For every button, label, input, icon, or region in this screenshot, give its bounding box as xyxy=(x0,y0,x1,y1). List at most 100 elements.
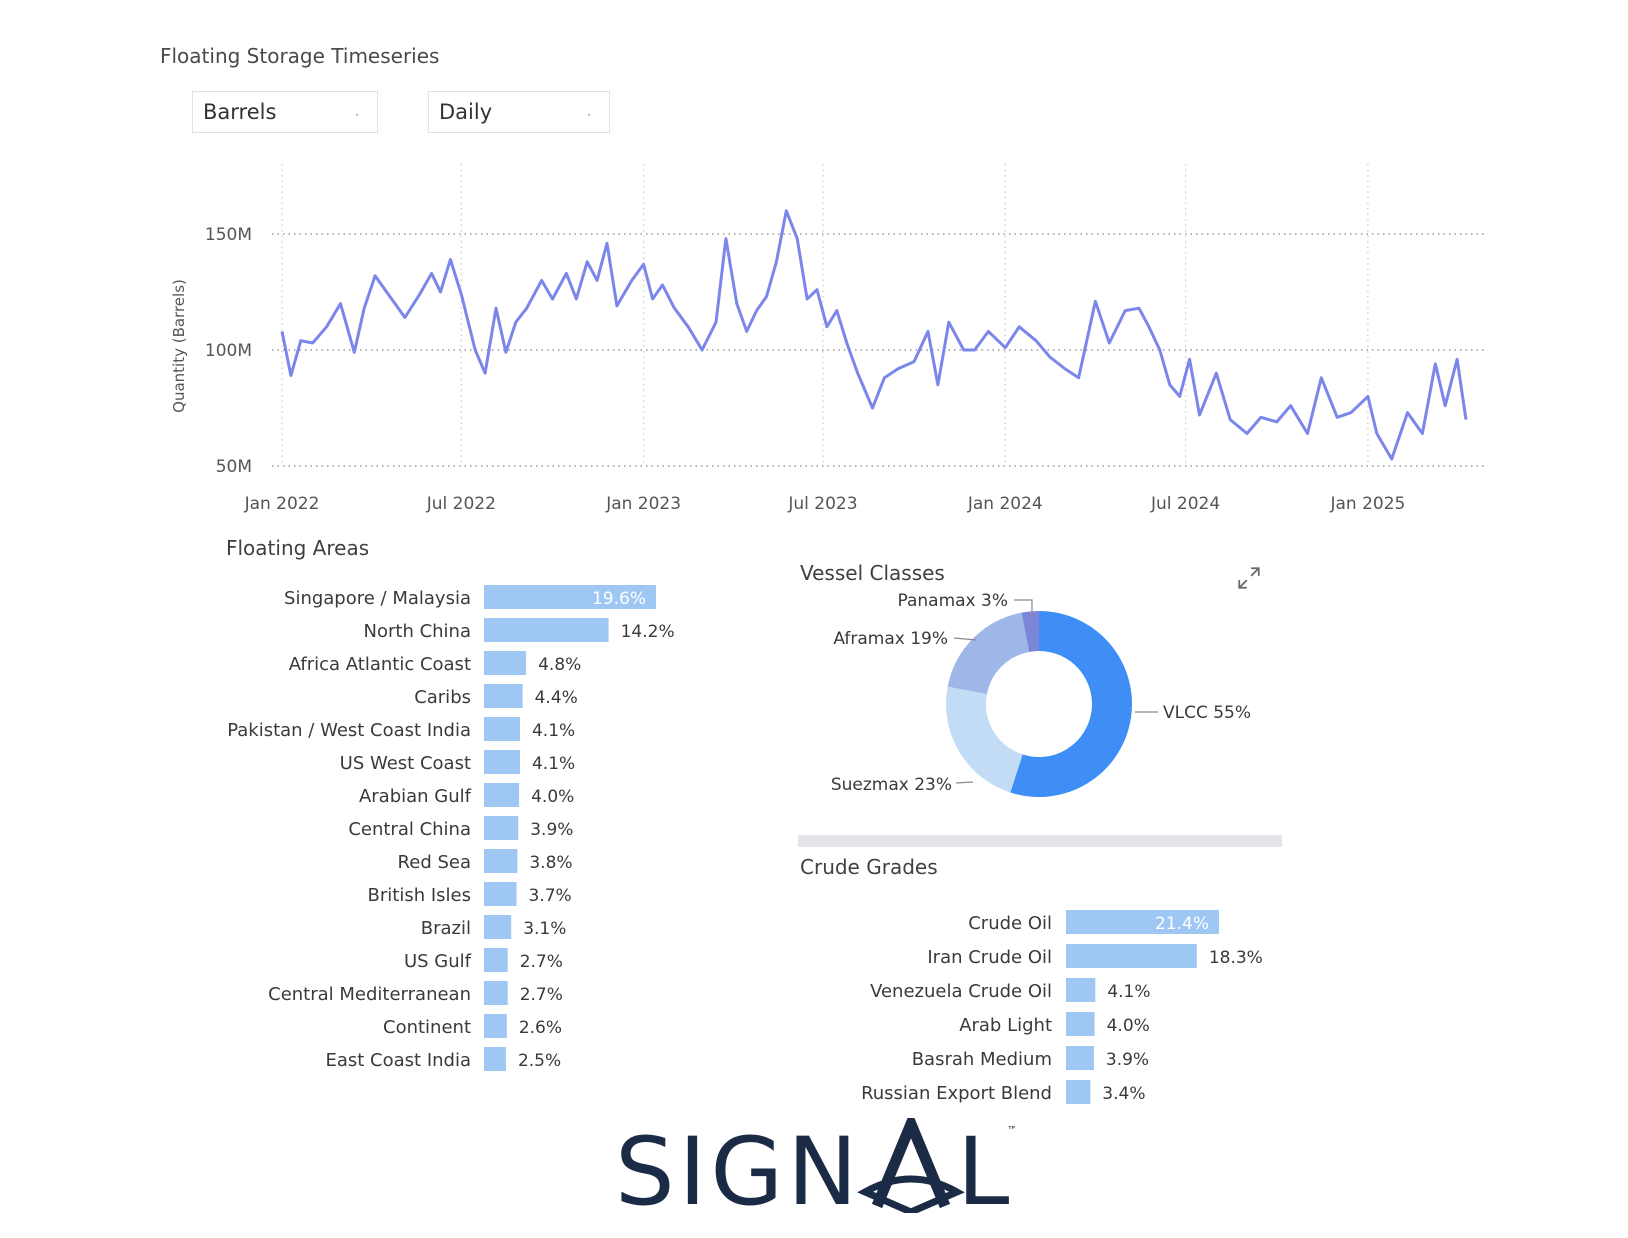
data-label: 4.1% xyxy=(532,754,575,774)
category-label: Singapore / Malaysia xyxy=(284,588,471,609)
y-tick-label: 150M xyxy=(205,225,252,245)
frequency-dropdown-value: Daily xyxy=(439,100,493,124)
data-label: 4.0% xyxy=(1107,1016,1150,1036)
data-label: 19.6% xyxy=(592,589,646,609)
bar xyxy=(484,717,520,741)
bar xyxy=(484,585,656,609)
data-label: 2.5% xyxy=(518,1051,561,1071)
bar xyxy=(484,816,519,840)
vessel-classes-donut-chart[interactable]: VLCC 55% Suezmax 23% Aframax 19% Panamax 3% xyxy=(796,590,1286,830)
slice-label: VLCC 55% xyxy=(1163,703,1251,723)
data-label: 4.1% xyxy=(1107,982,1150,1002)
category-label: Iran Crude Oil xyxy=(927,947,1052,968)
x-tick-label: Jan 2024 xyxy=(967,494,1043,514)
bar xyxy=(1066,1046,1094,1070)
data-label: 3.7% xyxy=(528,886,571,906)
bar xyxy=(484,750,520,774)
crude-grades-title: Crude Grades xyxy=(800,855,938,879)
bar xyxy=(484,915,512,939)
category-label: Russian Export Blend xyxy=(861,1083,1052,1104)
data-label: 21.4% xyxy=(1155,914,1209,934)
category-label: Venezuela Crude Oil xyxy=(870,981,1052,1002)
category-label: Red Sea xyxy=(398,852,471,873)
floating-areas-bar-chart[interactable]: Singapore / Malaysia 19.6% North China 14.2… xyxy=(220,580,740,1080)
x-tick-label: Jan 2022 xyxy=(244,494,320,514)
x-tick-label: Jul 2024 xyxy=(1150,494,1220,514)
slice-label: Aframax 19% xyxy=(833,629,948,649)
y-tick-label: 50M xyxy=(216,457,252,477)
category-label: Continent xyxy=(383,1017,471,1038)
data-label: 4.8% xyxy=(538,655,581,675)
bar xyxy=(484,618,609,642)
svg-text:™: ™ xyxy=(1007,1124,1015,1137)
leader-line xyxy=(953,637,977,641)
bar xyxy=(1066,910,1219,934)
data-label: 14.2% xyxy=(621,622,675,642)
bar xyxy=(484,849,518,873)
leader-line xyxy=(1014,599,1033,616)
y-tick-label: 100M xyxy=(205,341,252,361)
data-label: 3.8% xyxy=(529,853,572,873)
bar xyxy=(484,882,517,906)
svg-text:SIGN: SIGN xyxy=(615,1118,862,1213)
data-label: 4.1% xyxy=(532,721,575,741)
slice-label: Suezmax 23% xyxy=(831,775,952,795)
donut-slice xyxy=(1021,611,1040,653)
category-label: Central Mediterranean xyxy=(268,984,471,1005)
data-label: 2.6% xyxy=(519,1018,562,1038)
timeseries-line-chart[interactable]: 50M 100M 150M Jan 2022 Jul 2022 Jan 2023 Jul 2… xyxy=(0,150,1628,530)
donut-slice xyxy=(947,612,1030,695)
category-label: East Coast India xyxy=(325,1050,471,1071)
category-label: British Isles xyxy=(368,885,471,906)
vessel-classes-title: Vessel Classes xyxy=(800,561,945,585)
donut-slice xyxy=(946,686,1024,793)
data-label: 3.4% xyxy=(1102,1084,1145,1104)
chevron-down-icon: · xyxy=(587,108,591,122)
category-label: North China xyxy=(364,621,471,642)
bar xyxy=(484,783,520,807)
data-label: 3.9% xyxy=(530,820,573,840)
category-label: Caribs xyxy=(414,687,471,708)
timeseries-title: Floating Storage Timeseries xyxy=(160,44,440,68)
panel-divider xyxy=(798,835,1282,847)
category-label: Arab Light xyxy=(959,1015,1052,1036)
category-label: Africa Atlantic Coast xyxy=(289,654,471,675)
signal-logo: SIGN L ™ xyxy=(615,1118,1015,1213)
leader-line xyxy=(955,781,974,784)
expand-icon[interactable] xyxy=(1236,565,1262,591)
data-label: 4.0% xyxy=(531,787,574,807)
data-label: 2.7% xyxy=(520,952,563,972)
data-label: 4.4% xyxy=(535,688,578,708)
slice-label: Panamax 3% xyxy=(897,591,1008,611)
x-tick-label: Jan 2023 xyxy=(605,494,681,514)
unit-dropdown-value: Barrels xyxy=(203,100,277,124)
bar xyxy=(484,948,508,972)
x-tick-label: Jul 2023 xyxy=(787,494,857,514)
bar xyxy=(1066,978,1096,1002)
category-label: Pakistan / West Coast India xyxy=(227,720,471,741)
data-label: 3.1% xyxy=(523,919,566,939)
data-label: 2.7% xyxy=(520,985,563,1005)
frequency-dropdown[interactable]: Daily · xyxy=(428,91,610,133)
bar xyxy=(484,1014,507,1038)
bar xyxy=(484,651,527,675)
unit-dropdown[interactable]: Barrels · xyxy=(192,91,378,133)
x-tick-label: Jul 2022 xyxy=(426,494,496,514)
category-label: Brazil xyxy=(421,918,471,939)
bar xyxy=(1066,1012,1095,1036)
floating-areas-title: Floating Areas xyxy=(226,536,370,560)
category-label: Basrah Medium xyxy=(912,1049,1052,1070)
chevron-down-icon: · xyxy=(355,108,359,122)
bar xyxy=(484,1047,506,1071)
donut-slice xyxy=(1010,611,1132,797)
series-line xyxy=(280,209,1468,461)
category-label: Crude Oil xyxy=(968,913,1052,934)
category-label: Arabian Gulf xyxy=(359,786,472,807)
crude-grades-bar-chart[interactable]: Crude Oil 21.4% Iran Crude Oil 18.3% Venezue… xyxy=(800,905,1300,1120)
x-tick-label: Jan 2025 xyxy=(1329,494,1405,514)
y-axis-label: Quantity (Barrels) xyxy=(170,279,188,413)
svg-text:L: L xyxy=(957,1118,1009,1213)
bar xyxy=(484,981,508,1005)
bar xyxy=(1066,944,1197,968)
category-label: US West Coast xyxy=(340,753,471,774)
